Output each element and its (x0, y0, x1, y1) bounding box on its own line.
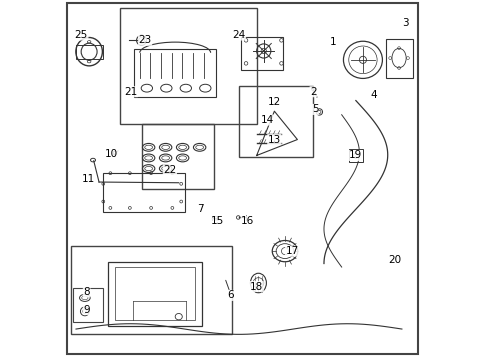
Text: 21: 21 (124, 87, 137, 97)
Bar (76, 45, 103, 59)
Bar (240, 37, 283, 70)
Bar (120, 9, 256, 124)
Text: 13: 13 (267, 135, 280, 145)
Text: 6: 6 (227, 290, 233, 300)
Text: 7: 7 (197, 203, 203, 213)
Bar (103, 173, 184, 212)
Bar (134, 49, 215, 97)
Text: 8: 8 (83, 287, 90, 297)
Bar (107, 262, 201, 326)
Text: 16: 16 (241, 216, 254, 226)
Text: 2: 2 (309, 87, 316, 97)
Text: 22: 22 (163, 165, 176, 175)
Text: 1: 1 (329, 37, 335, 47)
Text: 18: 18 (250, 282, 263, 292)
Text: 10: 10 (105, 149, 118, 159)
Text: 4: 4 (369, 90, 376, 100)
Bar (239, 86, 313, 157)
Text: 15: 15 (211, 216, 224, 226)
Bar (141, 124, 214, 189)
Text: 25: 25 (75, 30, 88, 40)
Text: 20: 20 (388, 255, 401, 265)
Text: 23: 23 (138, 35, 151, 45)
Text: 24: 24 (232, 30, 245, 40)
Text: 12: 12 (267, 97, 280, 107)
Bar (71, 246, 231, 335)
Bar (385, 39, 412, 77)
Bar (115, 267, 194, 320)
Bar (348, 150, 362, 162)
Text: 11: 11 (82, 174, 95, 183)
Text: 3: 3 (401, 17, 408, 27)
Text: 5: 5 (311, 105, 318, 115)
Bar (73, 288, 103, 322)
Text: 9: 9 (83, 305, 90, 315)
Text: 14: 14 (260, 115, 273, 125)
Text: 19: 19 (348, 151, 362, 161)
Text: 17: 17 (285, 246, 298, 256)
